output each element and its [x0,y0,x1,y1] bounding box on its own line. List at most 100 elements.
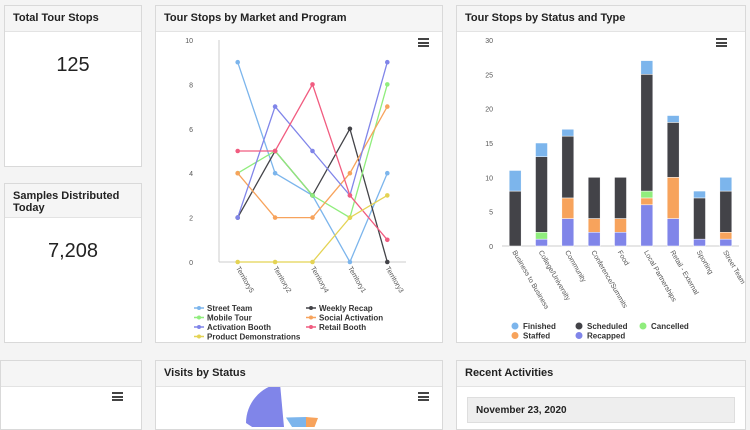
data-point [385,104,390,109]
hamburger-menu-icon[interactable] [418,392,429,401]
x-tick-label: Community [563,250,587,285]
x-tick-label: Territory1 [346,266,367,295]
data-point [310,82,315,87]
bar-segment [561,129,575,137]
legend-marker [639,322,647,330]
data-point [235,215,240,220]
bar-segment [561,218,575,247]
hamburger-menu-icon[interactable] [112,392,123,401]
hamburger-menu-icon[interactable] [716,38,727,47]
pie-slice [306,417,318,427]
bottom-left-card [0,360,142,430]
total-tour-stops-card: Total Tour Stops 125 [4,5,142,167]
y-tick-label: 10 [485,175,493,182]
recent-activity-date-header: November 23, 2020 [467,397,735,423]
status-type-card: Tour Stops by Status and Type 0 5 10 15 20 25… [456,5,746,343]
samples-distributed-card: Samples Distributed Today 7,208 [4,183,142,343]
data-point [310,193,315,198]
data-point [235,59,240,65]
bar-segment [719,190,733,233]
bar-segment [561,135,575,199]
y-tick-label: 6 [189,127,193,134]
y-tick-label: 25 [485,72,493,79]
data-point [310,148,315,154]
legend-marker [309,306,313,310]
legend-item: Finished [523,322,556,331]
data-point [385,237,390,243]
data-point [310,215,315,220]
legend-item: Retail Booth [319,323,366,332]
market-program-card: Tour Stops by Market and Program 0 2 4 6 8 10… [155,5,443,343]
data-point [347,259,353,265]
x-tick-label: Territory2 [271,266,292,295]
data-point [347,170,353,176]
legend-item: Product Demonstrations [207,333,301,342]
bar-segment [666,218,680,247]
data-point [385,193,390,198]
x-tick-label: Retail - External [668,250,699,297]
bar-segment [614,177,627,219]
bar-segment [666,122,680,178]
data-point [235,170,240,176]
legend-marker [575,322,583,330]
bar-segment [640,197,654,206]
bar-segment [666,177,680,219]
data-point [385,82,390,87]
bar-segment [640,60,654,75]
bar-segment [640,74,654,192]
legend-marker [197,306,201,310]
data-point [272,215,278,220]
data-point [272,170,278,176]
data-point [310,259,315,265]
total-tour-stops-title: Total Tour Stops [5,6,141,32]
data-point [347,215,353,220]
legend-marker [197,325,201,329]
y-tick-label: 5 [489,210,493,217]
data-point [347,193,353,198]
bar-segment [587,218,601,233]
legend-marker [197,315,201,320]
bar-segment [640,190,654,199]
bar-segment [693,190,706,199]
legend-item: Mobile Tour [207,314,252,323]
bar-segment [535,142,548,157]
hamburger-menu-icon[interactable] [418,38,429,47]
y-tick-label: 15 [485,141,493,148]
legend-marker [309,325,313,329]
y-tick-label: 0 [189,260,193,267]
data-point [235,148,240,154]
bar-segment [535,238,548,247]
y-tick-label: 20 [485,107,493,114]
pie-slice [286,417,306,427]
legend-item: Social Activation [319,314,383,323]
x-tick-label: Street Team [721,250,746,286]
legend-item: Scheduled [587,322,628,331]
visits-status-title: Visits by Status [156,361,442,387]
x-tick-label: Sporting [695,250,714,276]
bar-segment [561,197,575,219]
pie-slice [246,387,284,427]
bar-segment [640,204,654,247]
market-program-title: Tour Stops by Market and Program [156,6,442,32]
series-line [237,194,388,263]
bar-segment [719,238,733,247]
bar-segment [719,232,733,240]
x-tick-label: Territory4 [309,266,330,295]
y-tick-label: 10 [185,38,193,45]
bar-segment [587,232,601,247]
bar-segment [535,232,548,240]
y-tick-label: 2 [189,216,193,223]
bar-segment [614,218,627,233]
x-tick-label: Food [616,250,630,267]
recent-activities-card: Recent Activities November 23, 2020 [456,360,746,430]
data-point [347,126,353,132]
data-point [385,259,390,265]
bar-segment [508,190,522,247]
bar-segment [666,115,680,123]
y-tick-label: 4 [189,171,193,178]
bar-segment [587,177,601,219]
data-point [272,148,278,154]
samples-distributed-value: 7,208 [47,240,99,262]
visits-pie-chart [246,387,318,427]
